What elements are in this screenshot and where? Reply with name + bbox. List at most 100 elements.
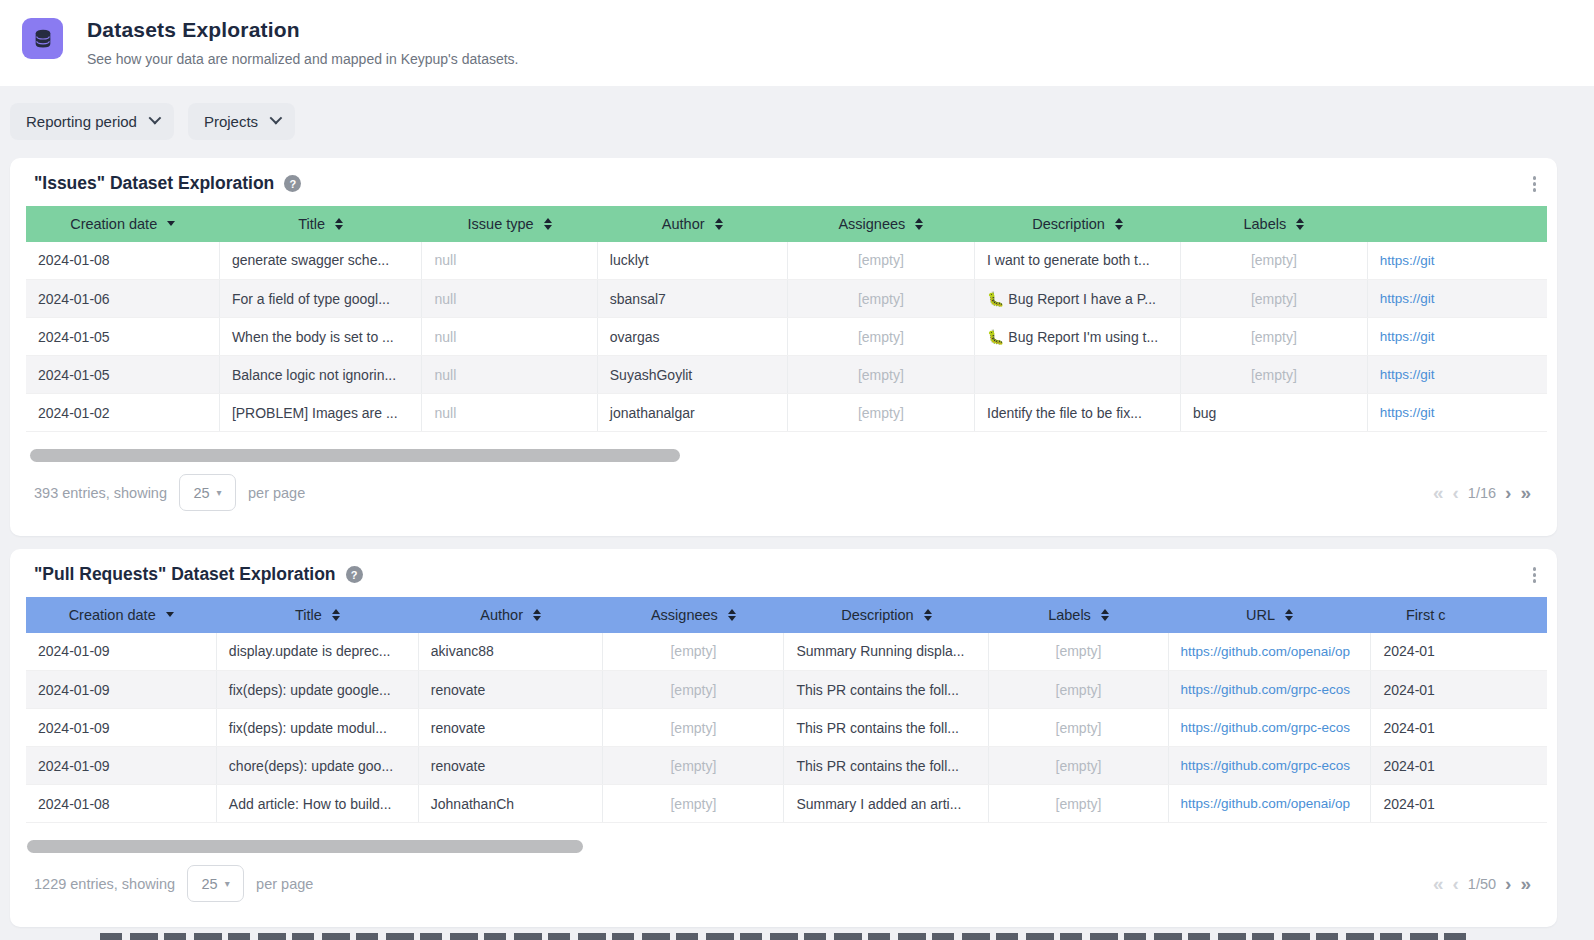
filter-bar: Reporting period Projects: [10, 103, 1594, 140]
issues-card-title: "Issues" Dataset Exploration: [34, 173, 274, 194]
page-indicator: 1/50: [1468, 876, 1496, 892]
table-row: 2024-01-09chore(deps): update goo...reno…: [26, 747, 1547, 785]
caret-down-icon: ▾: [225, 878, 230, 889]
table-cell: 🐛 Bug Report I have a P...: [975, 280, 1181, 318]
column-header-url[interactable]: URL: [1168, 597, 1371, 633]
last-page-button[interactable]: »: [1520, 874, 1531, 893]
url-link[interactable]: https://git: [1367, 356, 1547, 394]
table-cell: null: [422, 242, 597, 280]
table-cell: [PROBLEM] Images are ...: [219, 394, 422, 432]
column-label: Description: [1032, 216, 1105, 232]
per-page-suffix: per page: [256, 876, 313, 892]
url-link[interactable]: https://git: [1367, 242, 1547, 280]
sort-icon: [1285, 609, 1293, 621]
sort-icon: [1296, 218, 1304, 230]
column-header-creation-date[interactable]: Creation date: [26, 206, 219, 242]
column-header-title[interactable]: Title: [219, 206, 422, 242]
per-page-select[interactable]: 25 ▾: [179, 474, 236, 511]
help-icon[interactable]: [346, 566, 363, 583]
url-link[interactable]: https://git: [1367, 280, 1547, 318]
column-header-author[interactable]: Author: [418, 597, 603, 633]
table-cell: Summary Running displa...: [784, 633, 989, 671]
sort-icon: [332, 609, 340, 621]
table-cell: [empty]: [1181, 318, 1368, 356]
caret-down-icon: ▾: [217, 487, 222, 498]
horizontal-scrollbar-thumb[interactable]: [27, 840, 583, 853]
per-page-suffix: per page: [248, 485, 305, 501]
url-link[interactable]: https://github.com/grpc-ecos: [1168, 671, 1371, 709]
prev-page-button[interactable]: ‹: [1453, 874, 1459, 893]
first-page-button[interactable]: «: [1433, 483, 1444, 502]
cut-off-content: [100, 933, 1472, 940]
table-cell: 2024-01-02: [26, 394, 219, 432]
table-cell: jonathanalgar: [597, 394, 787, 432]
column-label: Title: [295, 607, 322, 623]
column-label: Labels: [1048, 607, 1091, 623]
table-cell: [empty]: [787, 280, 974, 318]
table-cell: [empty]: [787, 356, 974, 394]
table-cell: For a field of type googl...: [219, 280, 422, 318]
url-link[interactable]: https://github.com/grpc-ecos: [1168, 747, 1371, 785]
column-header-assignees[interactable]: Assignees: [787, 206, 974, 242]
next-page-button[interactable]: ›: [1505, 483, 1511, 502]
url-link[interactable]: https://github.com/openai/op: [1168, 633, 1371, 671]
column-header-author[interactable]: Author: [597, 206, 787, 242]
column-header-description[interactable]: Description: [784, 597, 989, 633]
horizontal-scrollbar-thumb[interactable]: [30, 449, 680, 462]
column-header-title[interactable]: Title: [216, 597, 418, 633]
column-header-creation-date[interactable]: Creation date: [26, 597, 216, 633]
sort-icon: [728, 609, 736, 621]
card-menu-button[interactable]: [1530, 564, 1540, 586]
table-cell: chore(deps): update goo...: [216, 747, 418, 785]
projects-filter-button[interactable]: Projects: [188, 103, 295, 140]
prev-page-button[interactable]: ‹: [1453, 483, 1459, 502]
projects-label: Projects: [204, 113, 258, 130]
entries-count: 393 entries, showing: [34, 485, 167, 501]
table-cell: [empty]: [989, 785, 1168, 823]
table-cell: null: [422, 318, 597, 356]
table-cell: 🐛 Bug Report I'm using t...: [975, 318, 1181, 356]
page-indicator: 1/16: [1468, 485, 1496, 501]
table-cell: [empty]: [1181, 356, 1368, 394]
help-icon[interactable]: [284, 175, 301, 192]
table-cell: lucklyt: [597, 242, 787, 280]
table-cell: JohnathanCh: [418, 785, 603, 823]
sort-icon: [1101, 609, 1109, 621]
url-link[interactable]: https://github.com/openai/op: [1168, 785, 1371, 823]
column-header-first-c[interactable]: First c: [1371, 597, 1547, 633]
table-cell: 2024-01-08: [26, 242, 219, 280]
column-header-url[interactable]: [1367, 206, 1547, 242]
table-row: 2024-01-09fix(deps): update modul...reno…: [26, 709, 1547, 747]
next-page-button[interactable]: ›: [1505, 874, 1511, 893]
url-link[interactable]: https://git: [1367, 318, 1547, 356]
column-label: Issue type: [468, 216, 534, 232]
url-link[interactable]: https://git: [1367, 394, 1547, 432]
per-page-select[interactable]: 25 ▾: [187, 865, 244, 902]
table-row: 2024-01-05When the body is set to ...nul…: [26, 318, 1547, 356]
reporting-period-filter-button[interactable]: Reporting period: [10, 103, 174, 140]
url-link[interactable]: https://github.com/grpc-ecos: [1168, 709, 1371, 747]
card-menu-button[interactable]: [1530, 173, 1540, 195]
table-cell: SuyashGoylit: [597, 356, 787, 394]
last-page-button[interactable]: »: [1520, 483, 1531, 502]
issues-dataset-card: "Issues" Dataset Exploration Creation da…: [10, 158, 1557, 536]
column-header-labels[interactable]: Labels: [1181, 206, 1368, 242]
table-cell: This PR contains the foll...: [784, 671, 989, 709]
issues-header-row: Creation dateTitle Issue type AuthorAssign…: [26, 206, 1547, 242]
column-label: First c: [1406, 607, 1445, 623]
table-cell: null: [422, 356, 597, 394]
first-page-button[interactable]: «: [1433, 874, 1444, 893]
table-cell: sbansal7: [597, 280, 787, 318]
column-header-assignees[interactable]: Assignees: [603, 597, 784, 633]
table-cell: Summary I added an arti...: [784, 785, 989, 823]
column-header-labels[interactable]: Labels: [989, 597, 1168, 633]
table-cell: [empty]: [787, 318, 974, 356]
table-cell: 2024-01-09: [26, 709, 216, 747]
table-cell: [empty]: [989, 709, 1168, 747]
sort-icon: [335, 218, 343, 230]
column-header-issue-type[interactable]: Issue type: [422, 206, 597, 242]
page-title: Datasets Exploration: [87, 18, 519, 42]
column-header-description[interactable]: Description: [975, 206, 1181, 242]
table-cell: 2024-01-05: [26, 356, 219, 394]
entries-count: 1229 entries, showing: [34, 876, 175, 892]
